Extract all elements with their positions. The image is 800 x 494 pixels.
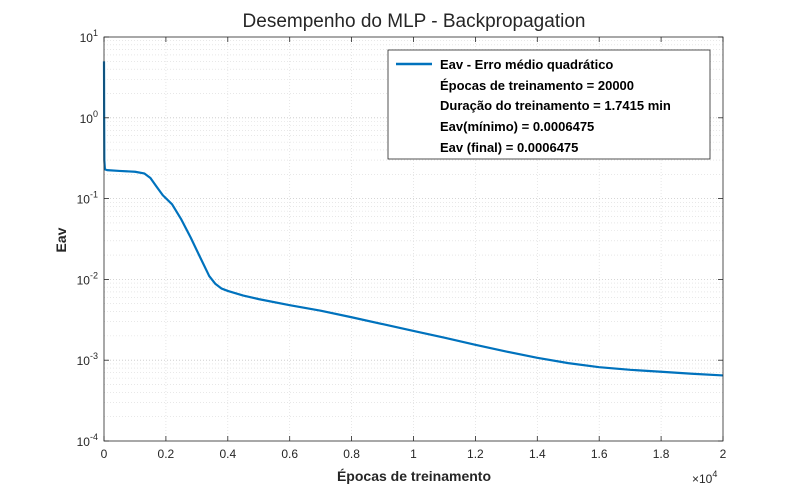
ticks xyxy=(103,36,724,442)
chart-title: Desempenho do MLP - Backpropagation xyxy=(243,11,586,32)
x-multiplier-exp: 4 xyxy=(712,469,717,479)
legend-box xyxy=(387,49,711,160)
x-tick-label: 0.4 xyxy=(219,447,236,461)
x-multiplier: ×104 xyxy=(692,469,717,486)
y-tick-label: 10-1 xyxy=(77,190,98,207)
legend: Eav - Erro médio quadrático Épocas de tr… xyxy=(387,49,711,160)
legend-entry-series: Eav - Erro médio quadrático xyxy=(440,57,613,72)
x-axis-label: Épocas de treinamento xyxy=(337,468,491,484)
y-axis-label: Eav xyxy=(53,227,69,252)
series-line-eav xyxy=(102,61,724,377)
x-tick-label: 0.8 xyxy=(343,447,360,461)
x-tick-label: 2 xyxy=(720,447,727,461)
x-multiplier-base: ×10 xyxy=(692,472,713,486)
x-tick-label: 1.6 xyxy=(591,447,608,461)
legend-entry-epochs: Épocas de treinamento = 20000 xyxy=(440,78,634,93)
x-tick-label: 0.6 xyxy=(281,447,298,461)
y-tick-label: 10-4 xyxy=(77,432,98,449)
x-tick-labels: 0 0.2 0.4 0.6 0.8 1 1.2 1.4 1.6 1.8 2 xyxy=(101,447,727,461)
y-tick-label: 10-3 xyxy=(77,351,98,368)
x-tick-label: 1.8 xyxy=(653,447,670,461)
y-tick-label: 100 xyxy=(80,109,98,126)
y-tick-label: 10-2 xyxy=(77,270,98,287)
x-tick-label: 1.2 xyxy=(467,447,484,461)
y-tick-label: 101 xyxy=(80,28,98,45)
legend-entry-eav-min: Eav(mínimo) = 0.0006475 xyxy=(440,119,594,134)
legend-entry-duration: Duração do treinamento = 1.7415 min xyxy=(440,98,671,113)
x-tick-label: 1 xyxy=(410,447,417,461)
x-tick-label: 1.4 xyxy=(529,447,546,461)
x-tick-label: 0 xyxy=(101,447,108,461)
y-tick-labels: 101 100 10-1 10-2 10-3 10-4 xyxy=(77,28,98,449)
legend-entry-eav-final: Eav (final) = 0.0006475 xyxy=(440,140,578,155)
x-tick-label: 0.2 xyxy=(158,447,175,461)
